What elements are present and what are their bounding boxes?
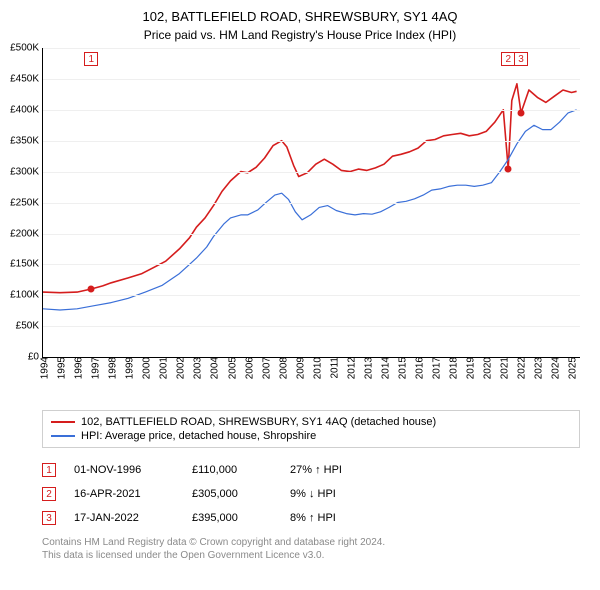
event-price: £395,000 bbox=[192, 512, 272, 524]
gridline bbox=[43, 326, 580, 327]
x-tick-label: 2001 bbox=[155, 357, 170, 379]
gridline bbox=[43, 110, 580, 111]
x-tick-label: 2004 bbox=[206, 357, 221, 379]
x-tick-label: 1997 bbox=[87, 357, 102, 379]
x-tick-label: 2016 bbox=[411, 357, 426, 379]
chart-title: 102, BATTLEFIELD ROAD, SHREWSBURY, SY1 4… bbox=[0, 0, 600, 26]
y-tick-label: £150K bbox=[10, 259, 43, 270]
event-price: £110,000 bbox=[192, 464, 272, 476]
x-tick-label: 2018 bbox=[445, 357, 460, 379]
event-row: 3 17-JAN-2022 £395,000 8% ↑ HPI bbox=[42, 506, 580, 530]
y-tick-label: £200K bbox=[10, 228, 43, 239]
legend-item: HPI: Average price, detached house, Shro… bbox=[51, 429, 571, 443]
y-tick-label: £500K bbox=[10, 43, 43, 54]
gridline bbox=[43, 172, 580, 173]
legend-swatch bbox=[51, 421, 75, 423]
footer-line-2: This data is licensed under the Open Gov… bbox=[42, 549, 580, 562]
x-tick-label: 2008 bbox=[274, 357, 289, 379]
footer-line-1: Contains HM Land Registry data © Crown c… bbox=[42, 536, 580, 549]
y-tick-label: £400K bbox=[10, 104, 43, 115]
x-tick-label: 2003 bbox=[189, 357, 204, 379]
x-tick-label: 2000 bbox=[138, 357, 153, 379]
sale-point-dot bbox=[505, 165, 512, 172]
x-tick-label: 2022 bbox=[513, 357, 528, 379]
y-tick-label: £350K bbox=[10, 135, 43, 146]
gridline bbox=[43, 295, 580, 296]
event-date: 17-JAN-2022 bbox=[74, 512, 174, 524]
legend: 102, BATTLEFIELD ROAD, SHREWSBURY, SY1 4… bbox=[42, 410, 580, 448]
event-price: £305,000 bbox=[192, 488, 272, 500]
x-tick-label: 2020 bbox=[479, 357, 494, 379]
x-tick-label: 1998 bbox=[104, 357, 119, 379]
x-tick-label: 2010 bbox=[308, 357, 323, 379]
sale-events: 1 01-NOV-1996 £110,000 27% ↑ HPI 2 16-APR-202… bbox=[42, 458, 580, 530]
x-tick-label: 2013 bbox=[359, 357, 374, 379]
footer-attribution: Contains HM Land Registry data © Crown c… bbox=[42, 536, 580, 562]
x-tick-label: 1996 bbox=[70, 357, 85, 379]
event-row: 2 16-APR-2021 £305,000 9% ↓ HPI bbox=[42, 482, 580, 506]
sale-point-dot bbox=[518, 110, 525, 117]
x-tick-label: 1995 bbox=[53, 357, 68, 379]
chart-marker: 1 bbox=[84, 52, 98, 66]
sale-point-dot bbox=[88, 286, 95, 293]
legend-swatch bbox=[51, 435, 75, 437]
legend-item: 102, BATTLEFIELD ROAD, SHREWSBURY, SY1 4… bbox=[51, 415, 571, 429]
gridline bbox=[43, 141, 580, 142]
x-tick-label: 2015 bbox=[394, 357, 409, 379]
x-tick-label: 2005 bbox=[223, 357, 238, 379]
x-tick-label: 2012 bbox=[342, 357, 357, 379]
chart-marker: 3 bbox=[514, 52, 528, 66]
x-tick-label: 2019 bbox=[462, 357, 477, 379]
x-tick-label: 2002 bbox=[172, 357, 187, 379]
x-tick-label: 2023 bbox=[530, 357, 545, 379]
y-tick-label: £250K bbox=[10, 197, 43, 208]
y-tick-label: £450K bbox=[10, 74, 43, 85]
event-diff: 9% ↓ HPI bbox=[290, 488, 390, 500]
gridline bbox=[43, 48, 580, 49]
event-number: 2 bbox=[42, 487, 56, 501]
event-date: 16-APR-2021 bbox=[74, 488, 174, 500]
series-line-property bbox=[43, 84, 577, 293]
chart-plot: £0£50K£100K£150K£200K£250K£300K£350K£400… bbox=[42, 48, 580, 358]
x-tick-label: 2014 bbox=[376, 357, 391, 379]
x-tick-label: 2021 bbox=[496, 357, 511, 379]
x-tick-label: 2025 bbox=[564, 357, 579, 379]
event-diff: 8% ↑ HPI bbox=[290, 512, 390, 524]
event-number: 3 bbox=[42, 511, 56, 525]
y-tick-label: £100K bbox=[10, 290, 43, 301]
x-tick-label: 1994 bbox=[36, 357, 51, 379]
x-tick-label: 2024 bbox=[547, 357, 562, 379]
chart-subtitle: Price paid vs. HM Land Registry's House … bbox=[0, 26, 600, 48]
y-tick-label: £50K bbox=[16, 321, 43, 332]
gridline bbox=[43, 264, 580, 265]
gridline bbox=[43, 79, 580, 80]
gridline bbox=[43, 203, 580, 204]
x-tick-label: 1999 bbox=[121, 357, 136, 379]
legend-label: 102, BATTLEFIELD ROAD, SHREWSBURY, SY1 4… bbox=[81, 416, 436, 428]
x-tick-label: 2006 bbox=[240, 357, 255, 379]
legend-label: HPI: Average price, detached house, Shro… bbox=[81, 430, 316, 442]
event-diff: 27% ↑ HPI bbox=[290, 464, 390, 476]
x-tick-label: 2009 bbox=[291, 357, 306, 379]
event-number: 1 bbox=[42, 463, 56, 477]
gridline bbox=[43, 234, 580, 235]
event-date: 01-NOV-1996 bbox=[74, 464, 174, 476]
x-tick-label: 2011 bbox=[325, 357, 340, 379]
x-tick-label: 2017 bbox=[428, 357, 443, 379]
x-tick-label: 2007 bbox=[257, 357, 272, 379]
event-row: 1 01-NOV-1996 £110,000 27% ↑ HPI bbox=[42, 458, 580, 482]
y-tick-label: £300K bbox=[10, 166, 43, 177]
chart-area: £0£50K£100K£150K£200K£250K£300K£350K£400… bbox=[42, 48, 580, 358]
page: 102, BATTLEFIELD ROAD, SHREWSBURY, SY1 4… bbox=[0, 0, 600, 590]
